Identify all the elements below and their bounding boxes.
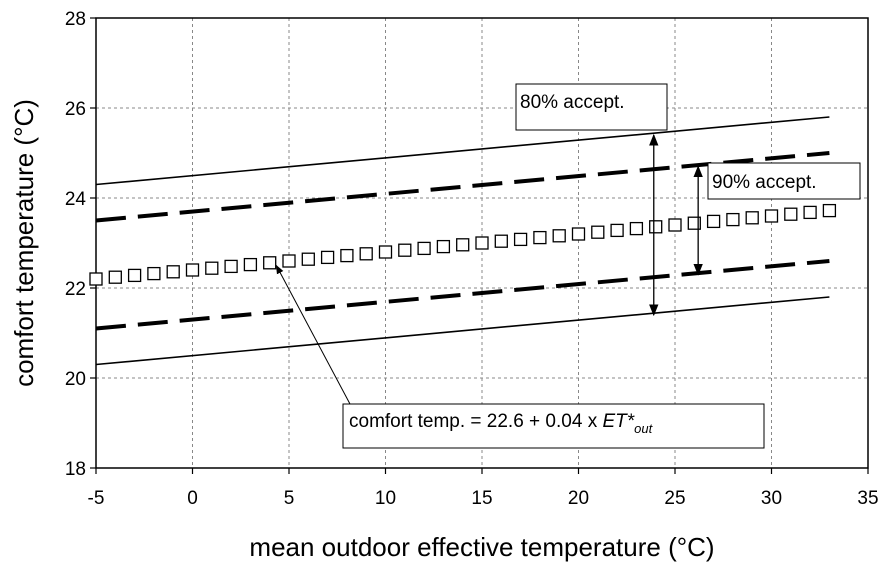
annotations: 80% accept. 90% accept. comfort temp. = 22… <box>275 83 861 449</box>
y-axis-title: comfort temperature (°C) <box>9 99 39 387</box>
data-point <box>668 218 682 232</box>
x-tick-label: 20 <box>568 488 589 509</box>
data-point <box>456 238 470 252</box>
solid-series-line-0 <box>95 116 830 186</box>
data-point <box>436 239 451 254</box>
data-point <box>649 220 663 234</box>
data-point <box>417 241 431 256</box>
data-point <box>726 212 740 227</box>
data-point <box>108 270 122 284</box>
x-tick-label: 10 <box>375 488 396 509</box>
y-tick-label: 28 <box>65 9 86 30</box>
data-point <box>282 254 296 268</box>
comfort-temp-markers <box>89 203 837 286</box>
data-point <box>533 230 547 245</box>
data-point <box>205 261 219 275</box>
data-point <box>359 247 373 261</box>
accept-80-label: 80% accept. <box>520 92 625 113</box>
data-point <box>89 272 103 286</box>
y-tick-label: 18 <box>65 459 86 480</box>
data-point <box>629 221 644 236</box>
x-tick-label: 25 <box>664 488 685 509</box>
equation-prefix: comfort temp. = 22.6 + 0.04 x <box>349 411 602 432</box>
data-point <box>822 203 837 218</box>
data-point <box>243 257 258 272</box>
accept-90-label-box <box>707 162 861 200</box>
data-point <box>803 205 817 220</box>
equation-label: comfort temp. = 22.6 + 0.04 x ET*out <box>349 411 654 436</box>
data-point <box>764 209 779 223</box>
data-point <box>784 207 798 221</box>
y-tick-label: 22 <box>65 279 86 300</box>
data-point <box>378 245 393 259</box>
data-point <box>571 227 586 241</box>
data-point <box>185 263 200 277</box>
y-tick-label: 24 <box>65 189 87 210</box>
data-point <box>591 225 605 239</box>
x-tick-label: 30 <box>761 488 782 509</box>
dashed-series-line-1 <box>95 151 830 223</box>
data-point <box>224 259 238 274</box>
x-tick-label: -5 <box>88 488 105 509</box>
data-point <box>147 266 161 281</box>
data-point <box>475 236 489 250</box>
equation-variable: ET* <box>602 411 634 432</box>
data-point <box>513 232 528 247</box>
equation-subscript: out <box>634 421 653 436</box>
data-point <box>745 211 759 225</box>
accept-90-label: 90% accept. <box>712 172 817 193</box>
data-point <box>320 250 335 265</box>
data-point <box>552 229 566 243</box>
data-point <box>706 214 721 229</box>
x-tick-label: 5 <box>284 488 295 509</box>
data-point <box>263 256 277 270</box>
x-tick-label: 35 <box>857 488 878 509</box>
x-axis-title: mean outdoor effective temperature (°C) <box>249 532 714 562</box>
series <box>89 116 837 366</box>
data-point <box>301 252 315 266</box>
data-point <box>494 234 508 248</box>
y-tick-label: 20 <box>65 369 86 390</box>
y-tick-label: 26 <box>65 99 86 120</box>
equation-label-box <box>342 403 765 449</box>
accept-80-label-box <box>515 83 668 131</box>
x-tick-label: 0 <box>187 488 198 509</box>
data-point <box>340 248 354 263</box>
dashed-series-line-3 <box>95 259 830 331</box>
data-point <box>166 265 180 279</box>
data-point <box>398 243 412 257</box>
solid-series-line-4 <box>95 296 830 366</box>
equation-pointer-arrow <box>275 264 351 405</box>
x-tick-label: 15 <box>471 488 492 509</box>
data-point <box>127 268 142 283</box>
data-point <box>610 223 624 238</box>
tick-labels: -5 0 5 10 15 20 25 30 35 18 20 22 24 26 28 <box>65 9 879 509</box>
